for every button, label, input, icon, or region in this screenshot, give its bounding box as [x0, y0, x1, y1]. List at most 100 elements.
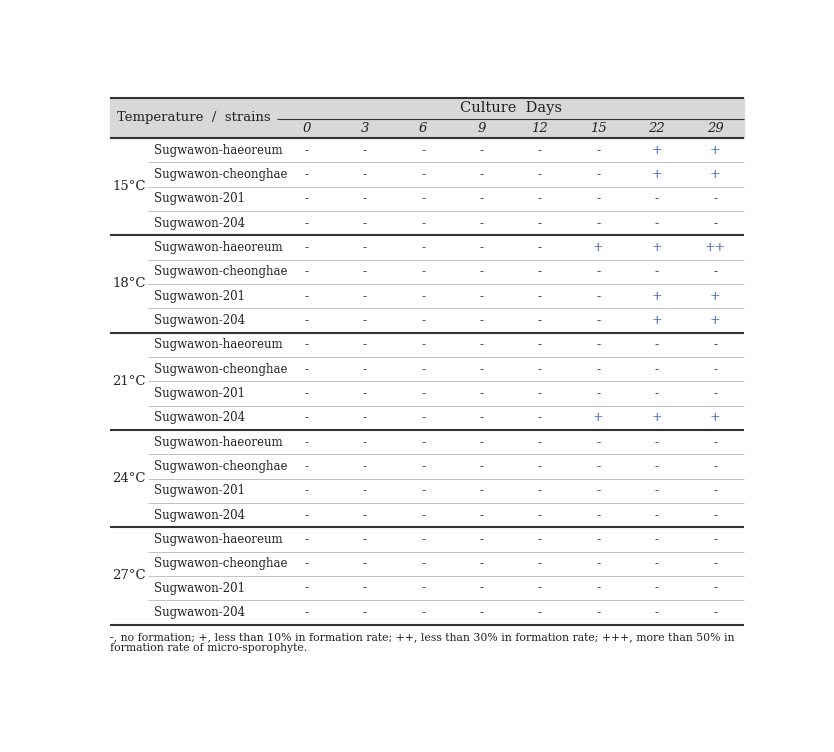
Text: -: -	[421, 606, 425, 619]
Text: -: -	[713, 606, 717, 619]
Text: +: +	[593, 411, 604, 424]
Text: -: -	[304, 387, 309, 400]
Text: -: -	[596, 265, 600, 278]
Text: -: -	[538, 508, 542, 522]
Text: -: -	[480, 241, 484, 254]
Text: -: -	[421, 290, 425, 302]
Text: -: -	[538, 362, 542, 376]
Text: Sugwawon-204: Sugwawon-204	[153, 508, 245, 522]
Text: -: -	[655, 484, 659, 497]
Text: -: -	[304, 581, 309, 595]
Text: -: -	[304, 508, 309, 522]
Text: +: +	[651, 168, 662, 181]
Text: 18°C: 18°C	[113, 277, 146, 290]
Text: Sugwawon-cheonghae: Sugwawon-cheonghae	[153, 362, 288, 376]
Text: 0: 0	[302, 122, 310, 135]
Text: -: -	[538, 168, 542, 181]
Text: -: -	[480, 362, 484, 376]
Text: -: -	[363, 581, 367, 595]
Text: -: -	[304, 144, 309, 156]
Text: -: -	[304, 557, 309, 570]
Text: -: -	[596, 338, 600, 351]
Text: -: -	[655, 533, 659, 546]
Text: -: -	[538, 338, 542, 351]
Text: -: -	[538, 314, 542, 327]
Text: Sugwawon-204: Sugwawon-204	[153, 217, 245, 229]
Text: -: -	[363, 168, 367, 181]
Text: -: -	[363, 508, 367, 522]
Text: 6: 6	[419, 122, 427, 135]
Text: -: -	[363, 144, 367, 156]
Text: -: -	[480, 387, 484, 400]
Text: -: -	[596, 533, 600, 546]
Text: +: +	[651, 290, 662, 302]
Text: -: -	[596, 435, 600, 449]
Text: -: -	[713, 193, 717, 205]
Text: -: -	[363, 387, 367, 400]
Text: -: -	[421, 508, 425, 522]
Text: -: -	[480, 168, 484, 181]
Text: Sugwawon-201: Sugwawon-201	[153, 387, 245, 400]
Text: Sugwawon-haeoreum: Sugwawon-haeoreum	[153, 241, 283, 254]
Text: -: -	[538, 387, 542, 400]
Text: -: -	[480, 435, 484, 449]
Text: 27°C: 27°C	[113, 569, 146, 583]
Text: -: -	[304, 168, 309, 181]
Text: -: -	[480, 265, 484, 278]
Text: Sugwawon-201: Sugwawon-201	[153, 581, 245, 595]
Text: -: -	[538, 460, 542, 473]
Text: Sugwawon-204: Sugwawon-204	[153, 606, 245, 619]
Text: -: -	[655, 217, 659, 229]
Text: -: -	[421, 241, 425, 254]
Text: -: -	[480, 606, 484, 619]
Text: Sugwawon-haeoreum: Sugwawon-haeoreum	[153, 435, 283, 449]
Text: -: -	[596, 387, 600, 400]
Text: -: -	[538, 193, 542, 205]
Text: -: -	[421, 144, 425, 156]
Text: 29: 29	[707, 122, 724, 135]
Text: +: +	[651, 314, 662, 327]
Text: -: -	[538, 217, 542, 229]
Text: -: -	[713, 484, 717, 497]
Text: -: -	[480, 338, 484, 351]
Text: -: -	[363, 265, 367, 278]
Text: Sugwawon-201: Sugwawon-201	[153, 290, 245, 302]
Text: 21°C: 21°C	[113, 374, 146, 388]
Text: Sugwawon-haeoreum: Sugwawon-haeoreum	[153, 338, 283, 351]
Text: -: -	[304, 193, 309, 205]
Text: -: -	[421, 314, 425, 327]
Text: -: -	[538, 290, 542, 302]
Text: -: -	[421, 168, 425, 181]
Text: Sugwawon-haeoreum: Sugwawon-haeoreum	[153, 533, 283, 546]
Text: -: -	[480, 484, 484, 497]
Text: +: +	[593, 241, 604, 254]
Text: 3: 3	[360, 122, 369, 135]
Text: -: -	[421, 581, 425, 595]
Text: -: -	[480, 533, 484, 546]
Text: -: -	[304, 484, 309, 497]
Text: -: -	[480, 144, 484, 156]
Text: ++: ++	[705, 241, 726, 254]
Text: -: -	[363, 241, 367, 254]
Text: -: -	[655, 606, 659, 619]
Text: -: -	[655, 508, 659, 522]
Text: +: +	[710, 411, 721, 424]
Text: Sugwawon-201: Sugwawon-201	[153, 484, 245, 497]
Text: -: -	[304, 265, 309, 278]
Text: -: -	[363, 217, 367, 229]
Text: -: -	[713, 338, 717, 351]
Text: 22: 22	[648, 122, 666, 135]
Text: -: -	[304, 314, 309, 327]
Text: -: -	[596, 314, 600, 327]
Text: Sugwawon-204: Sugwawon-204	[153, 411, 245, 424]
Text: -: -	[304, 338, 309, 351]
Text: -: -	[363, 411, 367, 424]
Text: -: -	[538, 581, 542, 595]
Text: Culture  Days: Culture Days	[460, 102, 562, 115]
Text: -: -	[363, 290, 367, 302]
Text: -: -	[655, 338, 659, 351]
Text: -: -	[538, 241, 542, 254]
Text: +: +	[710, 314, 721, 327]
Text: -: -	[363, 484, 367, 497]
Text: -: -	[538, 435, 542, 449]
